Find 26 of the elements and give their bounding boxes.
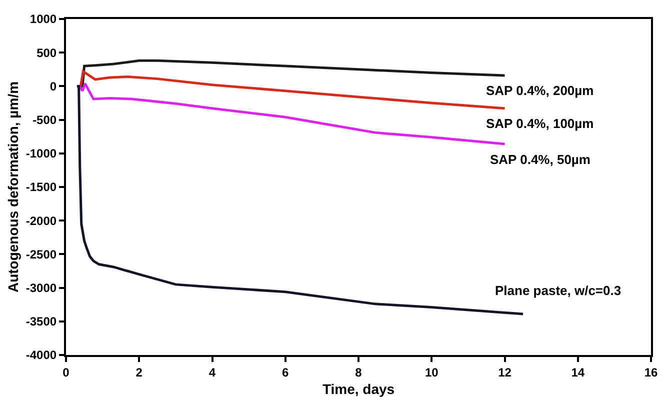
series-label: Plane paste, w/c=0.3: [495, 283, 622, 298]
x-tick-label: 16: [644, 365, 658, 380]
x-axis-title: Time, days: [322, 381, 395, 398]
y-tick-label: 500: [36, 46, 57, 60]
y-tick-label: -1500: [26, 180, 57, 194]
y-tick-label: 0: [50, 79, 57, 94]
x-tick-label: 10: [424, 365, 439, 380]
y-axis-title: Autogenous deformation, µm/m: [4, 81, 21, 293]
y-tick-label: -2500: [26, 247, 57, 262]
x-tick-label: 6: [282, 365, 290, 380]
x-tick-label: 12: [498, 365, 512, 380]
y-tick-label: -4000: [26, 348, 57, 362]
x-tick-label: 2: [136, 365, 143, 380]
x-tick-label: 4: [208, 365, 216, 380]
y-tick-label: -3000: [26, 281, 57, 295]
x-tick-label: 0: [62, 365, 70, 380]
series-label: SAP 0.4%, 200µm: [486, 83, 594, 98]
x-tick-label: 8: [355, 365, 362, 380]
series-label: SAP 0.4%, 100µm: [486, 116, 594, 131]
y-tick-label: -1000: [26, 146, 57, 161]
y-tick-label: -2000: [26, 214, 57, 228]
x-tick-label: 14: [571, 365, 585, 380]
y-tick-label: -3500: [26, 314, 57, 329]
y-tick-label: -500: [32, 113, 57, 127]
y-tick-label: 1000: [30, 12, 57, 26]
series-label: SAP 0.4%, 50µm: [490, 152, 590, 167]
